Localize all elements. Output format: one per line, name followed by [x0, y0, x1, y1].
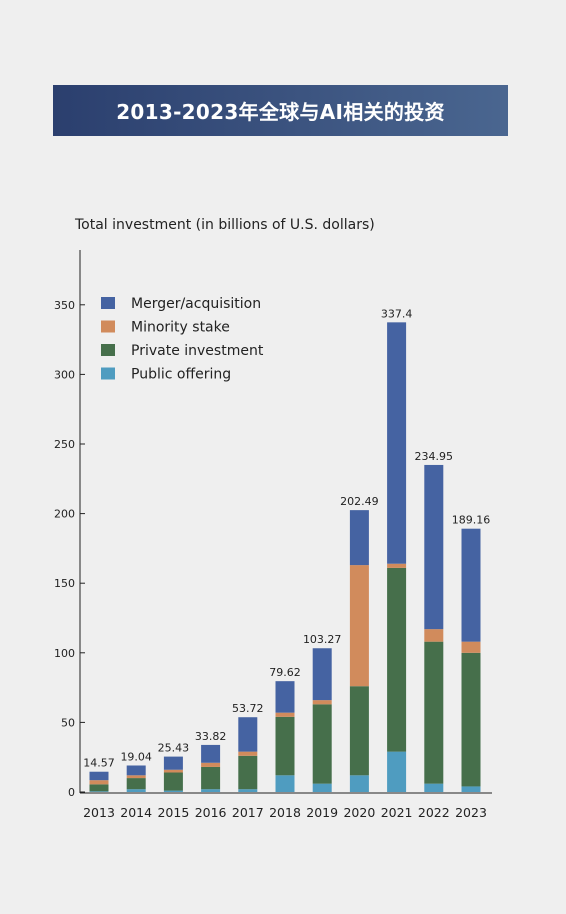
total-value-label: 337.4: [381, 307, 413, 320]
bar-segment-private-investment: [238, 755, 258, 790]
bar-segment-private-investment: [275, 716, 295, 776]
bar-segment-public-offering: [89, 791, 109, 792]
total-value-label: 33.82: [195, 730, 227, 743]
x-tick-label: 2022: [418, 805, 450, 820]
bar-segment-merger-acquisition: [461, 528, 481, 642]
total-value-label: 202.49: [340, 495, 379, 508]
y-tick-label: 350: [54, 299, 75, 312]
bar-segment-merger-acquisition: [89, 771, 109, 781]
x-ticks: 2013 2014 2015 2016 2017 2018 2019 2020 2021 2022…: [83, 805, 487, 820]
bar-segment-merger-acquisition: [387, 322, 407, 564]
bar-segment-private-investment: [89, 784, 109, 792]
x-tick-label: 2013: [83, 805, 115, 820]
y-tick-label: 150: [54, 577, 75, 590]
bar-segment-minority-stake: [461, 641, 481, 653]
bar-segment-private-investment: [163, 772, 183, 791]
legend: Merger/acquisition Minority stake Private …: [101, 296, 264, 383]
total-value-label: 189.16: [452, 514, 491, 527]
x-tick-label: 2017: [232, 805, 264, 820]
bar-segment-merger-acquisition: [201, 744, 221, 763]
bar-segment-public-offering: [275, 775, 295, 792]
x-tick-label: 2016: [195, 805, 227, 820]
legend-swatch: [101, 344, 115, 356]
y-tick-label: 50: [61, 716, 75, 729]
bar-segment-public-offering: [126, 789, 146, 792]
bar-segment-private-investment: [424, 641, 444, 784]
bar-segment-private-investment: [349, 686, 369, 776]
x-tick-label: 2019: [306, 805, 338, 820]
y-tick-label: 200: [54, 508, 75, 521]
bar-segment-minority-stake: [349, 565, 369, 687]
bar-segment-minority-stake: [238, 751, 258, 756]
bar-segment-merger-acquisition: [424, 464, 444, 630]
x-tick-label: 2020: [343, 805, 375, 820]
total-value-label: 14.57: [83, 757, 115, 770]
bar-segment-public-offering: [238, 789, 258, 792]
total-value-label: 103.27: [303, 633, 342, 646]
total-labels: 14.57 19.04 25.43 33.82 53.72 79.62 103.27 202.…: [83, 307, 490, 769]
bar-segment-minority-stake: [126, 775, 146, 779]
bar-segment-private-investment: [201, 766, 221, 790]
x-tick-label: 2015: [157, 805, 189, 820]
y-tick-label: 300: [54, 368, 75, 381]
bar-segment-public-offering: [349, 775, 369, 792]
bar-segment-minority-stake: [312, 700, 332, 705]
x-tick-label: 2014: [120, 805, 152, 820]
total-value-label: 53.72: [232, 702, 264, 715]
bar-segment-public-offering: [201, 789, 221, 792]
title-banner: 2013-2023年全球与AI相关的投资: [53, 85, 508, 136]
x-tick-label: 2023: [455, 805, 487, 820]
bars: [89, 322, 481, 792]
total-value-label: 79.62: [269, 666, 301, 679]
bar-segment-public-offering: [387, 751, 407, 792]
bar-segment-minority-stake: [163, 769, 183, 773]
bar-segment-private-investment: [461, 652, 481, 787]
legend-label: Minority stake: [131, 320, 230, 336]
total-value-label: 234.95: [415, 450, 454, 463]
bar-segment-merger-acquisition: [275, 681, 295, 713]
y-axis-title: Total investment (in billions of U.S. do…: [74, 217, 375, 233]
y-tick-label: 250: [54, 438, 75, 451]
bar-segment-merger-acquisition: [126, 765, 146, 776]
x-tick-label: 2021: [381, 805, 413, 820]
bar-segment-merger-acquisition: [312, 648, 332, 701]
bar-segment-public-offering: [424, 783, 444, 792]
y-tick-label: 0: [68, 786, 75, 799]
total-value-label: 25.43: [158, 742, 190, 755]
legend-swatch: [101, 320, 115, 333]
legend-label: Private investment: [131, 343, 264, 359]
legend-swatch: [101, 297, 115, 309]
bar-segment-minority-stake: [201, 762, 221, 767]
bar-segment-public-offering: [461, 786, 481, 792]
x-tick-label: 2018: [269, 805, 301, 820]
bar-segment-public-offering: [163, 790, 183, 792]
bar-segment-merger-acquisition: [163, 756, 183, 770]
bar-segment-public-offering: [312, 783, 332, 792]
bar-segment-merger-acquisition: [349, 510, 369, 566]
bar-segment-minority-stake: [275, 712, 295, 717]
total-value-label: 19.04: [120, 750, 152, 763]
page-title: 2013-2023年全球与AI相关的投资: [116, 100, 445, 124]
legend-swatch: [101, 367, 115, 380]
bar-segment-private-investment: [126, 778, 146, 790]
bar-segment-minority-stake: [387, 563, 407, 568]
y-ticks: 0 50 100 150 200 250 300 350: [54, 299, 85, 799]
bar-segment-private-investment: [387, 567, 407, 752]
bar-segment-private-investment: [312, 704, 332, 784]
bar-segment-merger-acquisition: [238, 717, 258, 752]
bar-segment-minority-stake: [424, 629, 444, 642]
legend-label: Merger/acquisition: [131, 296, 261, 312]
bar-segment-minority-stake: [89, 780, 109, 785]
y-tick-label: 100: [54, 647, 75, 660]
legend-label: Public offering: [131, 367, 231, 383]
